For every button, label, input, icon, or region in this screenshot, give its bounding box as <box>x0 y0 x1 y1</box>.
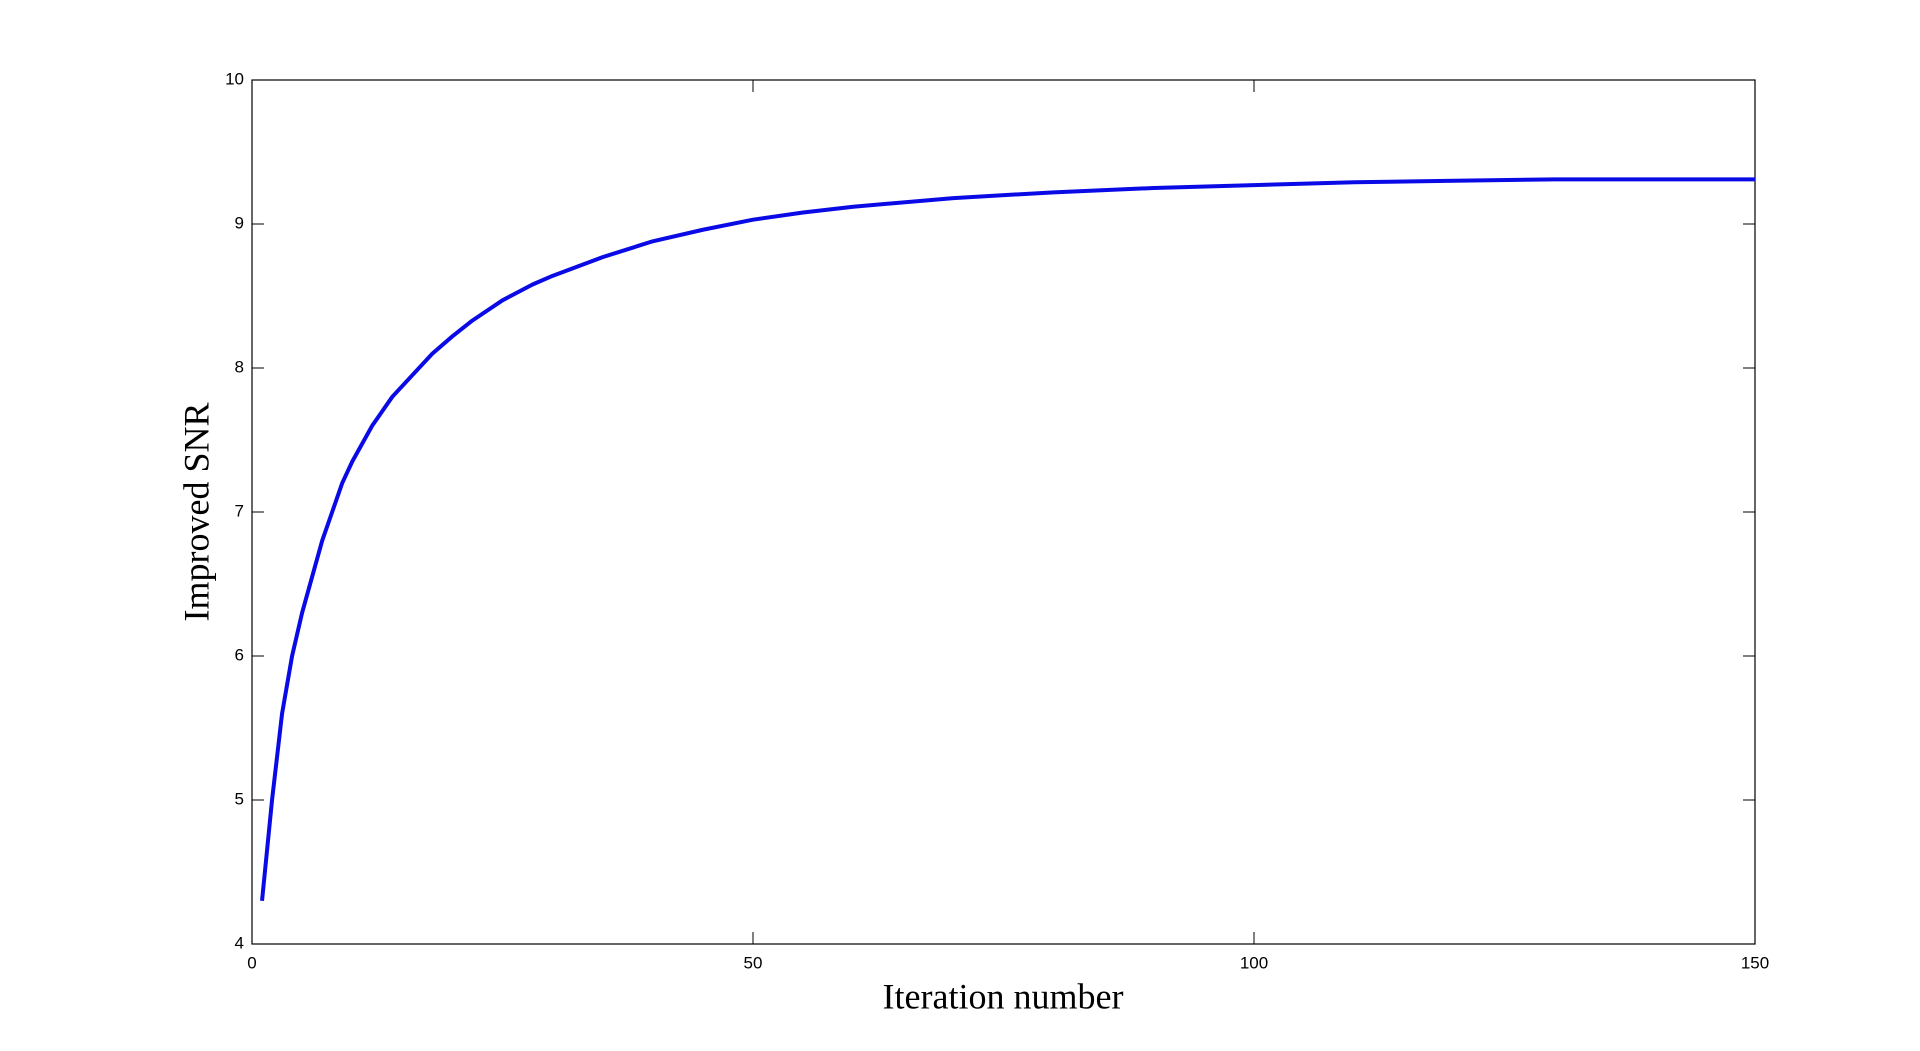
data-line <box>260 177 1755 901</box>
plot-frame <box>251 79 1756 945</box>
y-tick-label: 7 <box>235 501 244 520</box>
x-tick-label: 0 <box>247 953 256 972</box>
x-tick-label: 150 <box>1741 953 1769 972</box>
x-tick-label: 100 <box>1240 953 1268 972</box>
y-tick-label: 4 <box>235 933 244 952</box>
y-tick-label: 9 <box>235 213 244 232</box>
x-tick-label: 50 <box>744 953 763 972</box>
y-tick-label: 10 <box>225 69 244 88</box>
y-axis-label: Improved SNR <box>176 403 216 622</box>
y-tick-label: 5 <box>235 789 244 808</box>
y-tick-label: 6 <box>235 645 244 664</box>
y-tick-label: 8 <box>235 357 244 376</box>
x-axis-label: Iteration number <box>883 976 1124 1016</box>
